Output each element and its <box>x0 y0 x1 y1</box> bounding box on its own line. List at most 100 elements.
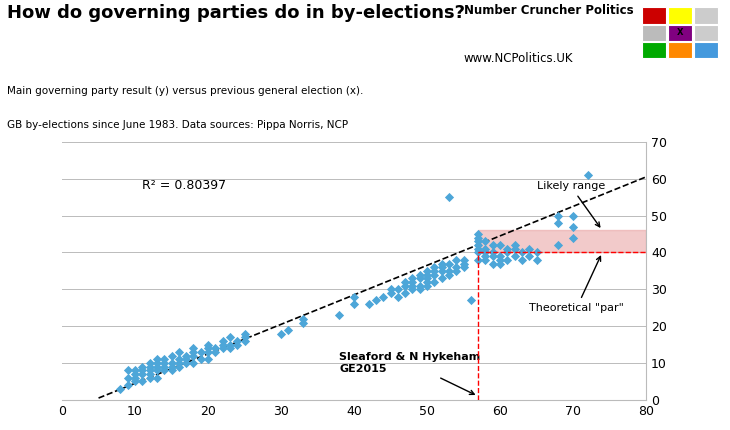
Point <box>115 385 126 392</box>
Text: www.NCPolitics.UK: www.NCPolitics.UK <box>464 52 573 64</box>
Point <box>224 334 236 341</box>
Point <box>399 282 411 289</box>
Point <box>173 349 185 356</box>
Point <box>151 359 163 366</box>
Point <box>137 367 148 374</box>
Point <box>210 349 221 356</box>
Point <box>429 267 440 274</box>
Point <box>129 378 141 385</box>
Point <box>494 242 506 249</box>
Point <box>217 345 228 352</box>
Point <box>531 256 542 263</box>
Point <box>144 363 155 370</box>
Point <box>144 371 155 378</box>
Point <box>392 293 404 300</box>
Point <box>399 289 411 296</box>
Point <box>137 378 148 385</box>
Point <box>582 172 593 178</box>
Text: R² = 0.80397: R² = 0.80397 <box>142 179 226 192</box>
Point <box>188 359 199 366</box>
Point <box>472 238 484 245</box>
Point <box>414 271 426 278</box>
Point <box>144 359 155 366</box>
Point <box>480 238 491 245</box>
Point <box>407 286 418 293</box>
Point <box>472 242 484 249</box>
Point <box>363 301 374 307</box>
Point <box>399 279 411 286</box>
Point <box>567 223 579 230</box>
Text: How do governing parties do in by-elections?: How do governing parties do in by-electi… <box>7 4 465 22</box>
Point <box>436 260 447 267</box>
Point <box>180 352 192 359</box>
Point <box>151 375 163 381</box>
Point <box>480 253 491 260</box>
Point <box>129 371 141 378</box>
Text: X: X <box>677 28 683 37</box>
Point <box>480 256 491 263</box>
Point <box>458 264 469 270</box>
Point <box>370 297 382 304</box>
Point <box>487 253 499 260</box>
Point <box>173 359 185 366</box>
Point <box>567 234 579 241</box>
Point <box>472 230 484 237</box>
Point <box>429 271 440 278</box>
Point <box>443 271 455 278</box>
Point <box>166 363 177 370</box>
Text: Sleaford & N Hykeham
GE2015: Sleaford & N Hykeham GE2015 <box>339 353 480 394</box>
Point <box>494 256 506 263</box>
Point <box>494 260 506 267</box>
Point <box>450 264 462 270</box>
Point <box>151 367 163 374</box>
Point <box>195 349 207 356</box>
Point <box>217 338 228 344</box>
Point <box>231 341 243 348</box>
Point <box>137 363 148 370</box>
Point <box>202 356 214 363</box>
Point <box>516 249 528 256</box>
Point <box>217 341 228 348</box>
Point <box>458 256 469 263</box>
Point <box>487 260 499 267</box>
Point <box>144 375 155 381</box>
Point <box>458 260 469 267</box>
Point <box>443 194 455 201</box>
Point <box>377 293 389 300</box>
Point <box>407 275 418 282</box>
Point <box>166 352 177 359</box>
Point <box>334 312 345 319</box>
Point <box>523 253 535 260</box>
Point <box>472 256 484 263</box>
Point <box>509 242 520 249</box>
Point <box>180 356 192 363</box>
Point <box>239 338 250 344</box>
Point <box>487 249 499 256</box>
Point <box>151 356 163 363</box>
Point <box>472 249 484 256</box>
Point <box>429 279 440 286</box>
Bar <box>478 230 646 252</box>
Point <box>158 367 170 374</box>
Point <box>443 260 455 267</box>
Point <box>224 345 236 352</box>
Point <box>202 345 214 352</box>
Point <box>224 341 236 348</box>
Point <box>166 367 177 374</box>
Point <box>275 330 287 337</box>
Point <box>450 267 462 274</box>
Point <box>531 249 542 256</box>
Point <box>202 349 214 356</box>
Text: Likely range: Likely range <box>537 181 604 227</box>
Point <box>421 282 433 289</box>
Point <box>450 256 462 263</box>
Point <box>443 267 455 274</box>
Point <box>239 334 250 341</box>
Point <box>173 356 185 363</box>
Point <box>297 319 309 326</box>
Point <box>122 367 134 374</box>
Point <box>348 293 360 300</box>
Point <box>421 279 433 286</box>
Point <box>231 338 243 344</box>
Point <box>297 315 309 322</box>
